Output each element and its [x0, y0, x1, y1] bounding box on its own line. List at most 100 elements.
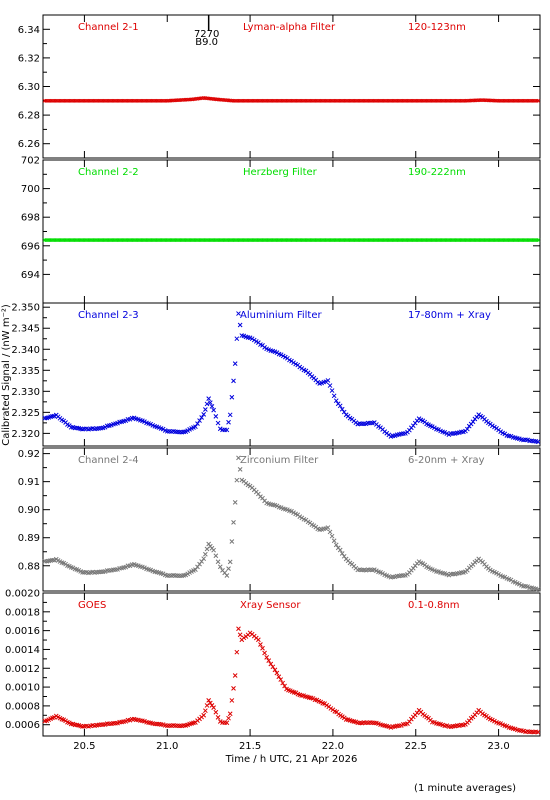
data-point — [272, 667, 278, 673]
data-point — [237, 632, 243, 638]
data-point — [224, 573, 230, 578]
y-tick-label: 696 — [21, 241, 40, 252]
data-point — [339, 406, 345, 412]
data-point — [270, 664, 276, 670]
data-point — [329, 533, 335, 539]
data-point — [436, 427, 441, 432]
data-point — [231, 519, 236, 525]
data-point — [492, 424, 497, 430]
data-point — [217, 564, 223, 570]
data-point — [215, 420, 221, 426]
data-point — [237, 466, 243, 472]
data-point — [380, 571, 385, 576]
data-series — [42, 95, 541, 103]
x-tick-label: 20.5 — [73, 741, 95, 752]
data-point — [80, 570, 85, 575]
band-label: 120-123nm — [408, 22, 466, 33]
data-point — [237, 322, 243, 328]
filter-label: Xray Sensor — [240, 600, 301, 611]
data-point — [236, 455, 241, 461]
data-point — [266, 658, 272, 663]
data-point — [229, 539, 235, 544]
data-point — [231, 378, 236, 384]
data-point — [464, 426, 470, 432]
y-tick-label: 0.91 — [18, 477, 40, 488]
y-tick-label: 2.340 — [11, 345, 40, 356]
data-point — [299, 693, 305, 698]
data-point — [280, 680, 286, 686]
data-point — [202, 551, 208, 557]
panel-5: 0.0006 0.0008 0.0010 0.0012 0.0014 0.0016 0.00… — [5, 589, 541, 737]
data-point — [224, 720, 230, 726]
data-point — [201, 556, 207, 562]
y-tick-label: 0.0006 — [5, 720, 40, 731]
data-point — [213, 553, 219, 559]
x-tick-label: 21.0 — [156, 741, 178, 752]
data-point — [325, 525, 331, 530]
data-point — [72, 722, 78, 728]
data-point — [224, 427, 230, 433]
channel-label: GOES — [78, 600, 106, 611]
panel-frame — [42, 14, 541, 159]
data-point — [234, 477, 240, 483]
data-point — [333, 398, 339, 404]
data-point — [202, 708, 208, 714]
data-point — [333, 542, 339, 548]
data-series — [42, 626, 541, 735]
data-point — [262, 650, 267, 656]
x-tick-label: 22.0 — [322, 741, 344, 752]
y-tick-label: 0.0010 — [5, 683, 40, 694]
data-series — [42, 238, 541, 243]
data-point — [236, 311, 241, 316]
data-point — [234, 336, 240, 342]
data-point — [264, 655, 270, 660]
data-point — [327, 529, 333, 535]
y-tick-label: 700 — [21, 184, 40, 195]
data-point — [241, 635, 247, 641]
y-axis-label: Calibrated Signal / (nW m⁻²) — [1, 304, 12, 446]
data-point — [329, 388, 335, 393]
y-tick-label: 0.88 — [18, 561, 40, 572]
data-point — [215, 715, 221, 720]
data-point — [193, 424, 198, 430]
data-point — [201, 412, 207, 417]
y-tick-label: 698 — [21, 213, 40, 224]
data-point — [201, 712, 207, 718]
filter-label: Lyman-alpha Filter — [243, 22, 336, 33]
data-point — [232, 361, 238, 367]
x-tick-label: 21.5 — [239, 741, 261, 752]
data-series — [42, 455, 541, 592]
data-point — [278, 677, 284, 682]
data-point — [226, 566, 231, 571]
data-point — [432, 425, 437, 431]
y-tick-label: 6.30 — [18, 82, 40, 93]
panel-frame — [42, 592, 541, 737]
y-tick-label: 6.28 — [18, 111, 40, 122]
data-point — [470, 419, 476, 425]
filter-label: Herzberg Filter — [243, 167, 318, 178]
data-point — [291, 360, 296, 366]
data-point — [331, 538, 337, 544]
data-point — [260, 645, 265, 651]
panel-4: 0.88 0.89 0.90 0.91 0.92 Channel 2-4 Zirconium… — [18, 447, 541, 592]
y-tick-label: 2.330 — [11, 387, 40, 398]
data-point — [213, 709, 219, 715]
data-point — [197, 418, 202, 423]
data-point — [239, 477, 245, 483]
data-point — [206, 396, 212, 401]
data-point — [282, 683, 287, 689]
data-point — [226, 419, 231, 425]
channel-label: Channel 2-2 — [78, 167, 139, 178]
y-tick-label: 2.320 — [11, 429, 40, 440]
data-point — [535, 729, 541, 735]
panels-layer: 6.26 6.28 6.30 6.32 6.34 Channel 2-1 Lyman-alp… — [5, 14, 541, 737]
y-tick-label: 0.0016 — [5, 626, 40, 637]
panel-1: 6.26 6.28 6.30 6.32 6.34 Channel 2-1 Lyman-alp… — [18, 14, 541, 159]
filter-label: Aluminium Filter — [240, 310, 323, 321]
y-tick-label: 6.26 — [18, 139, 40, 150]
data-point — [535, 587, 541, 592]
y-tick-label: 2.350 — [11, 303, 40, 314]
channel-label: Channel 2-4 — [78, 455, 139, 466]
data-point — [211, 705, 216, 710]
